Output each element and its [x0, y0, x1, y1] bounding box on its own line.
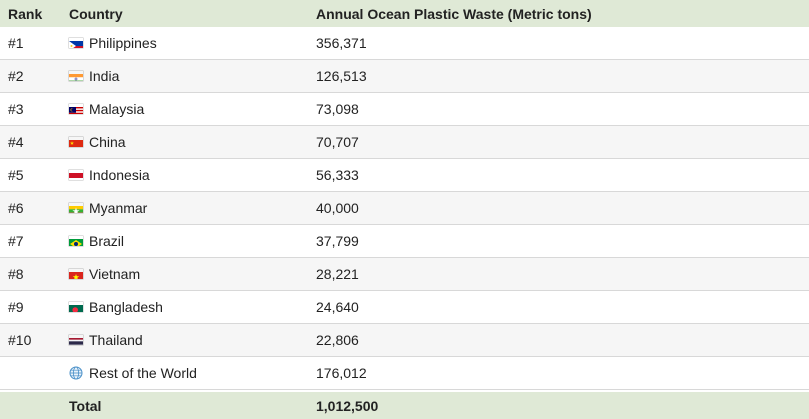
rank-cell: #6 — [8, 200, 24, 216]
value-cell: 37,799 — [316, 233, 359, 249]
table-row: #9 Bangladesh 24,640 — [0, 291, 809, 324]
table-row: #1 Philippines 356,371 — [0, 27, 809, 60]
malaysia-flag-icon — [69, 104, 83, 114]
country-cell: Thailand — [69, 324, 143, 356]
thailand-flag-icon — [69, 335, 83, 345]
table-row: Rest of the World 176,012 — [0, 357, 809, 390]
value-cell: 70,707 — [316, 134, 359, 150]
country-cell: Vietnam — [69, 258, 140, 290]
table-row: #4 China 70,707 — [0, 126, 809, 159]
value-cell: 56,333 — [316, 167, 359, 183]
rank-cell: #3 — [8, 101, 24, 117]
total-label: Total — [69, 397, 102, 414]
country-name: Brazil — [89, 233, 125, 249]
country-cell: Indonesia — [69, 159, 150, 191]
value-cell: 356,371 — [316, 35, 367, 51]
rank-cell: #1 — [8, 35, 24, 51]
value-cell: 126,513 — [316, 68, 367, 84]
country-name: India — [89, 68, 120, 84]
myanmar-flag-icon — [69, 203, 83, 213]
country-cell: China — [69, 126, 126, 158]
rank-cell: #9 — [8, 299, 24, 315]
country-name: Myanmar — [89, 200, 148, 216]
country-cell: Rest of the World — [69, 357, 197, 389]
country-name: Philippines — [89, 35, 157, 51]
rank-cell: #8 — [8, 266, 24, 282]
header-country: Country — [69, 5, 123, 22]
globe-icon — [69, 366, 83, 380]
total-value: 1,012,500 — [316, 397, 379, 414]
table-row: #5 Indonesia 56,333 — [0, 159, 809, 192]
rank-cell: #10 — [8, 332, 32, 348]
india-flag-icon — [69, 71, 83, 81]
country-name: Vietnam — [89, 266, 141, 282]
country-name: Thailand — [89, 332, 143, 348]
table-row: #3 Malaysia 73,098 — [0, 93, 809, 126]
table-row: #7 Brazil 37,799 — [0, 225, 809, 258]
country-name: China — [89, 134, 126, 150]
header-rank: Rank — [8, 5, 43, 22]
rank-cell: #5 — [8, 167, 24, 183]
value-cell: 176,012 — [316, 365, 367, 381]
indonesia-flag-icon — [69, 170, 83, 180]
table-row: #6 Myanmar 40,000 — [0, 192, 809, 225]
philippines-flag-icon — [69, 38, 83, 48]
brazil-flag-icon — [69, 236, 83, 246]
bangladesh-flag-icon — [69, 302, 83, 312]
value-cell: 28,221 — [316, 266, 359, 282]
value-cell: 22,806 — [316, 332, 359, 348]
value-cell: 73,098 — [316, 101, 359, 117]
total-row: Total 1,012,500 — [0, 392, 809, 419]
country-cell: India — [69, 60, 119, 92]
rank-cell: #4 — [8, 134, 24, 150]
country-name: Indonesia — [89, 167, 150, 183]
header-value: Annual Ocean Plastic Waste (Metric tons) — [316, 5, 592, 22]
china-flag-icon — [69, 137, 83, 147]
rank-cell: #2 — [8, 68, 24, 84]
vietnam-flag-icon — [69, 269, 83, 279]
value-cell: 24,640 — [316, 299, 359, 315]
table-header: Rank Country Annual Ocean Plastic Waste … — [0, 0, 809, 27]
table-row: #10 Thailand 22,806 — [0, 324, 809, 357]
table-row: #2 India 126,513 — [0, 60, 809, 93]
country-name: Malaysia — [89, 101, 145, 117]
country-cell: Philippines — [69, 27, 157, 59]
country-cell: Brazil — [69, 225, 124, 257]
value-cell: 40,000 — [316, 200, 359, 216]
country-name: Rest of the World — [89, 365, 197, 381]
table-row: #8 Vietnam 28,221 — [0, 258, 809, 291]
rank-cell: #7 — [8, 233, 24, 249]
country-cell: Myanmar — [69, 192, 147, 224]
country-cell: Bangladesh — [69, 291, 163, 323]
country-name: Bangladesh — [89, 299, 163, 315]
country-cell: Malaysia — [69, 93, 144, 125]
